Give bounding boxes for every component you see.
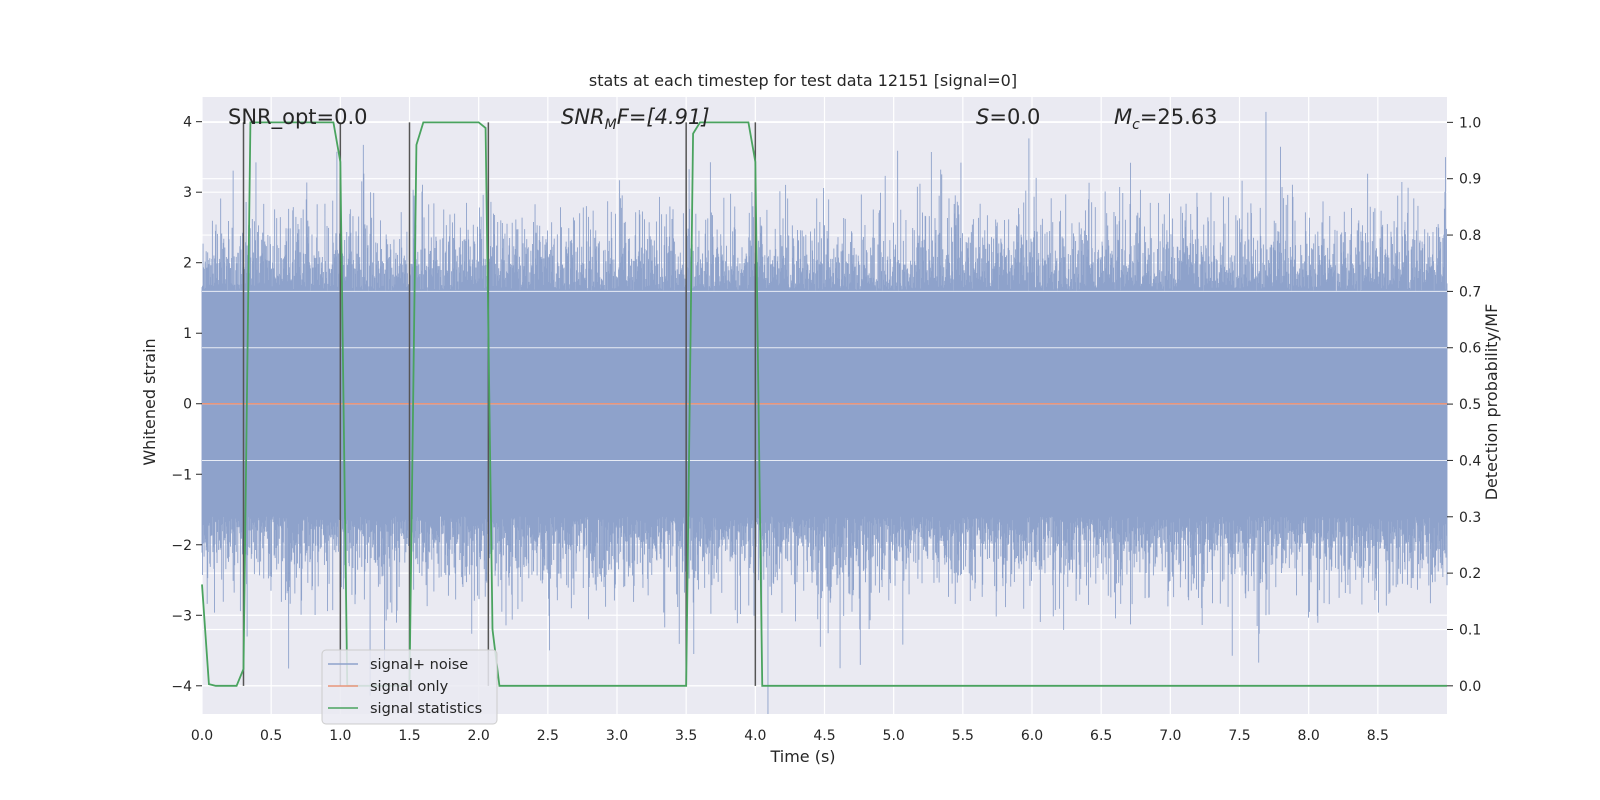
annotation-snr-mf: SNRMF=[4.91] xyxy=(561,105,710,133)
y-tick-label: 0 xyxy=(183,397,192,413)
x-tick-label: 2.5 xyxy=(537,728,559,744)
y-axis-label-right: Detection probability/MF xyxy=(1482,304,1501,501)
y-tick-label: −1 xyxy=(171,467,192,483)
y-tick-label: 1 xyxy=(183,326,192,342)
x-tick-label: 8.5 xyxy=(1367,728,1389,744)
y-tick-label: 2 xyxy=(183,256,192,272)
series-signal-statistics xyxy=(201,121,1447,687)
x-tick-label: 5.5 xyxy=(952,728,974,744)
y-tick-label: −4 xyxy=(171,679,192,695)
x-tick-label: 1.5 xyxy=(398,728,420,744)
y-ticks-left: 4 3 2 1 0 −1 −2 −3 −4 xyxy=(171,115,202,695)
y-tick-label: 4 xyxy=(183,115,192,131)
x-tick-label: 0.0 xyxy=(191,728,213,744)
y-right-tick-label: 0.3 xyxy=(1459,510,1481,526)
annotation-snr-opt: SNR_opt=0.0 xyxy=(228,105,368,130)
y-right-tick-label: 0.4 xyxy=(1459,453,1481,469)
x-tick-label: 2.0 xyxy=(468,728,490,744)
chart-title: stats at each timestep for test data 121… xyxy=(589,71,1017,90)
y-right-tick-label: 0.7 xyxy=(1459,284,1481,300)
x-tick-label: 0.5 xyxy=(260,728,282,744)
legend-label-signal-statistics: signal statistics xyxy=(370,701,482,717)
annotation-s: S=0.0 xyxy=(976,105,1040,129)
legend-label-signal-noise: signal+ noise xyxy=(370,657,468,673)
y-right-tick-label: 0.6 xyxy=(1459,341,1481,357)
y-axis-label: Whitened strain xyxy=(140,338,159,465)
y-right-tick-label: 0.9 xyxy=(1459,172,1481,188)
y-tick-label: −2 xyxy=(171,538,192,554)
y-right-tick-label: 0.1 xyxy=(1459,622,1481,638)
x-tick-label: 6.5 xyxy=(1090,728,1112,744)
x-ticks: 0.0 0.5 1.0 1.5 2.0 2.5 3.0 3.5 4.0 4.5 5.0 5.5 6.0 6… xyxy=(191,728,1389,744)
y-tick-label: 3 xyxy=(183,185,192,201)
x-tick-label: 5.0 xyxy=(883,728,905,744)
vertical-markers xyxy=(242,122,757,686)
x-tick-label: 3.0 xyxy=(606,728,628,744)
x-tick-label: 8.0 xyxy=(1298,728,1320,744)
x-tick-label: 7.5 xyxy=(1228,728,1250,744)
annotation-mc: Mc=25.63 xyxy=(1114,105,1218,133)
y-tick-label: −3 xyxy=(171,608,192,624)
y-right-tick-label: 0.2 xyxy=(1459,566,1481,582)
legend-box xyxy=(321,649,498,725)
x-tick-label: 7.0 xyxy=(1159,728,1181,744)
x-tick-label: 4.0 xyxy=(744,728,766,744)
y-right-tick-label: 0.0 xyxy=(1459,679,1481,695)
x-axis-label: Time (s) xyxy=(769,747,835,766)
x-tick-label: 4.5 xyxy=(813,728,835,744)
x-tick-label: 3.5 xyxy=(675,728,697,744)
x-tick-label: 6.0 xyxy=(1021,728,1043,744)
y-right-tick-label: 1.0 xyxy=(1459,115,1481,131)
legend: signal+ noise signal only signal statist… xyxy=(321,649,498,725)
y-right-tick-label: 0.8 xyxy=(1459,228,1481,244)
x-tick-label: 1.0 xyxy=(329,728,351,744)
legend-label-signal-only: signal only xyxy=(370,679,449,695)
y-ticks-right: 1.0 0.9 0.8 0.7 0.6 0.5 0.4 0.3 0.2 0.1 0.0 xyxy=(1447,115,1481,695)
y-right-tick-label: 0.5 xyxy=(1459,397,1481,413)
